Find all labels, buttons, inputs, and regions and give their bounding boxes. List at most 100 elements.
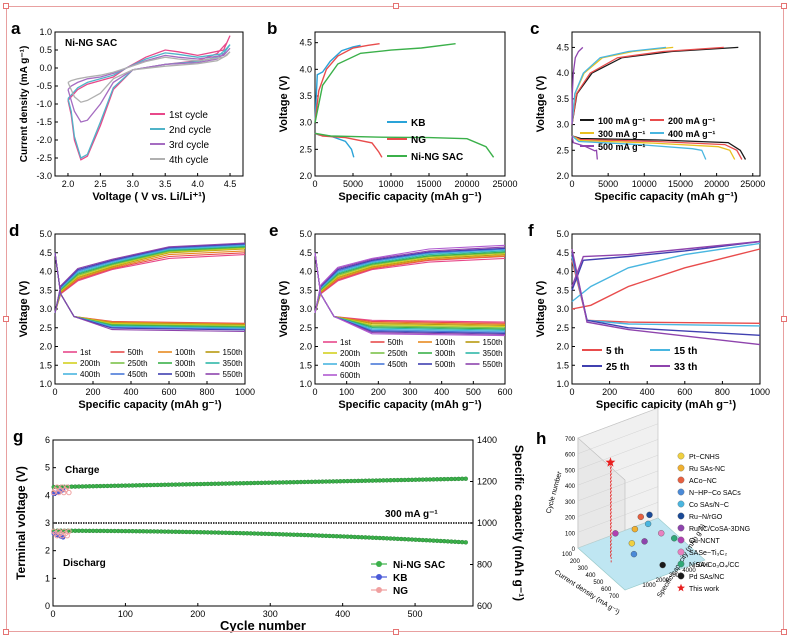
annotation-rate: 300 mA g⁻¹ [385,509,438,520]
series-discharge [571,135,598,160]
z-tick-label: 3000 [669,573,683,579]
y-tick-label: 4.0 [39,267,52,277]
x-tick-label: 10000 [378,179,403,189]
y-tick-label: 4.0 [556,267,569,277]
legend-label: 1st [340,338,351,347]
y-tick-label: 3.0 [299,118,312,128]
y-tick-label: 4.5 [556,42,569,52]
x-axis-label: Cycle number [220,618,306,633]
legend-label: 250th [128,359,148,368]
legend-label: This work [689,586,719,593]
x-tick-label: 200 [371,387,386,397]
panel-label: h [536,429,546,448]
legend-label: NG [411,135,426,146]
data-point [644,520,652,528]
series-line-3rd-cycle [67,47,231,123]
y-tick-label: 3.5 [299,91,312,101]
y-tick-label: -2.5 [36,153,52,163]
x-tick-label: 3.5 [159,179,172,189]
y-tick-label: 5 [45,463,50,473]
x-tick-label: 1000 [235,387,255,397]
x-tick-label: 0 [569,387,574,397]
legend-label: 400 mA g⁻¹ [668,129,715,139]
x-tick-label: 400 [434,387,449,397]
x-tick-label: 20000 [454,179,479,189]
data-point-ng [64,484,70,490]
annotation-discharge: Discharg [63,558,106,569]
legend-label: 100 mA g⁻¹ [598,116,645,126]
data-point [630,550,638,558]
plot-frame [314,31,506,177]
series-line-1st-cycle [67,35,231,161]
panel-a: 2.0 2.5 3.0 3.5 4.0 4.5 -3.0 -2.5 -2.0 -1.5 -1.0 -0… [11,19,244,203]
y-tick-label: 1.0 [299,379,312,389]
legend-label: 300 mA g⁻¹ [598,129,645,139]
y-tick-label: 0.0 [39,63,52,73]
series-charge [571,46,667,125]
y2-axis-label: Specific capacity (mAh g⁻¹) [512,445,526,601]
y-tick-label: 5.0 [299,229,312,239]
y-tick-label: 0 [572,547,576,553]
y-tick-label: 500 [565,468,576,474]
series-line-2nd-cycle [67,44,231,159]
y2-tick-label: 800 [477,560,492,570]
series-charge [571,242,761,303]
series-discharge [571,135,747,160]
y-tick-label: 4.5 [299,248,312,258]
y-tick-label: -2.0 [36,135,52,145]
y-tick-label: 3 [45,518,50,528]
panel-label: f [528,221,534,240]
legend-label: Ni-NG SAC [411,152,463,163]
x-tick-label: 500 [466,387,481,397]
y-tick-label: 5.0 [39,229,52,239]
plot-frame [54,31,244,177]
y-tick-label: 0 [45,601,50,611]
z-tick-label: 1000 [642,583,656,589]
x-tick-label: 3.0 [127,179,140,189]
y-tick-label: 3.5 [556,94,569,104]
data-point [658,530,665,537]
y-tick-label: 1.5 [556,360,569,370]
y2-tick-label: 1400 [477,435,497,445]
legend-marker [677,488,685,496]
panel-label: c [530,19,539,38]
legend-label: 200 mA g⁻¹ [668,116,715,126]
legend-label: N−HP−Co SACs [689,490,741,497]
y-axis-label: Voltage (V) [18,280,30,337]
data-point [641,538,648,545]
legend-label: 25 th [606,362,629,373]
legend-label: 200th [340,349,360,358]
legend-label: 300th [435,349,455,358]
x-tick-label: 300 [402,387,417,397]
x-tick-label: 800 [199,387,214,397]
x-tick-label: 200 [85,387,100,397]
legend-label: Pd SAs/NC [689,574,724,581]
x-tick-label: 25000 [492,179,517,189]
x-tick-label: 100 [118,609,133,619]
series-discharge [571,248,761,346]
legend-label: Cu-NCNT [689,538,720,545]
series-charge [571,46,674,125]
y-tick-label: 4.0 [299,64,312,74]
legend-label: 150th [483,338,503,347]
y-tick-label: 3.0 [299,304,312,314]
y2-tick-label: 1000 [477,518,497,528]
y-tick-label: -1.0 [36,99,52,109]
y-axis-label: Voltage (V) [535,280,547,337]
y-tick-label: 400 [565,484,576,490]
series-discharge [54,252,246,324]
legend-marker [376,574,382,580]
y-tick-label: 300 [565,500,576,506]
series-discharge [314,252,506,328]
series-discharge [314,252,506,327]
series-discharge [571,135,736,160]
x-tick-label: 300 [578,566,589,572]
legend-label: 600th [340,371,360,380]
grid-line [577,423,659,454]
series-discharge [54,252,246,329]
legend-label: 5 th [606,346,624,357]
data-point-ng [66,489,72,496]
legend-label: 33 th [674,362,697,373]
